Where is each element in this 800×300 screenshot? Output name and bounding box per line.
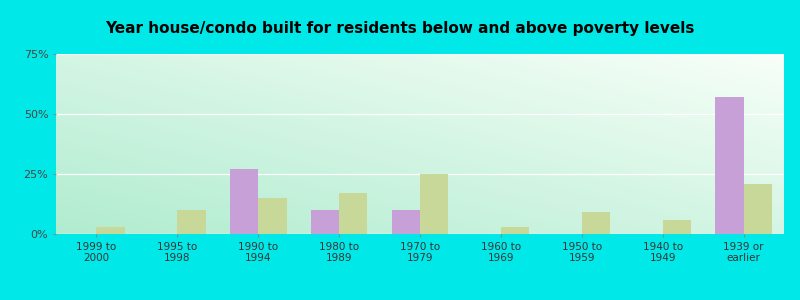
- Bar: [97, 227, 125, 234]
- Bar: [311, 210, 339, 234]
- Bar: [501, 227, 530, 234]
- Bar: [582, 212, 610, 234]
- Bar: [339, 193, 367, 234]
- Bar: [178, 210, 206, 234]
- Text: Year house/condo built for residents below and above poverty levels: Year house/condo built for residents bel…: [106, 21, 694, 36]
- Bar: [420, 174, 448, 234]
- Bar: [662, 220, 691, 234]
- Bar: [715, 97, 743, 234]
- Bar: [392, 210, 420, 234]
- Bar: [258, 198, 286, 234]
- Bar: [230, 169, 258, 234]
- Bar: [743, 184, 772, 234]
